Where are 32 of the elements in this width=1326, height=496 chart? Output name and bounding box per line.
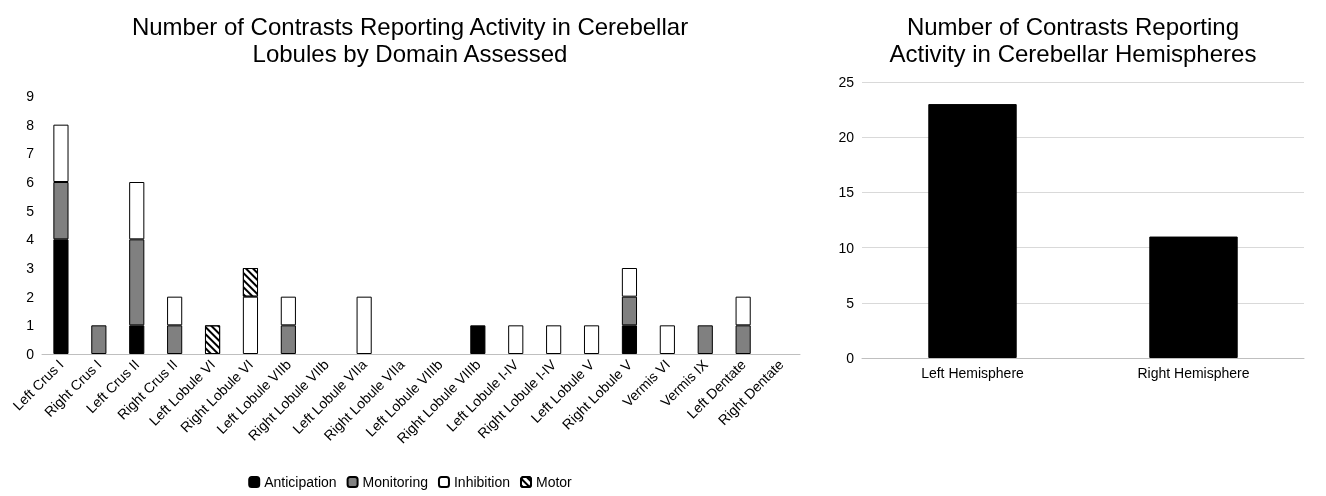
x-tick-label: Left Hemisphere (921, 365, 1025, 381)
chart-title: Number of Contrasts Reporting Activity in Cerebellar Lobules by Domain Assessed (131, 13, 689, 67)
legend-label: Anticipation (264, 474, 337, 490)
y-tick-label: 7 (26, 145, 35, 162)
y-tick-label: 4 (26, 231, 35, 248)
legend-label: Motor (536, 474, 573, 490)
legend-label: Inhibition (453, 474, 511, 490)
legend-label: Monitoring (362, 474, 428, 490)
bar (697, 325, 713, 354)
bar (546, 325, 562, 354)
y-tick-label: 0 (846, 350, 855, 366)
y-tick-label: 6 (26, 174, 35, 190)
chart-title: Number of Contrasts Reporting Activity in Cerebellar Hemispheres (889, 13, 1257, 67)
y-tick-label: 5 (846, 294, 855, 311)
y-tick-label: 15 (838, 184, 855, 201)
y-tick-label: 25 (838, 74, 855, 90)
bar (659, 325, 675, 354)
y-tick-label: 1 (26, 317, 35, 334)
y-tick-label: 3 (26, 260, 35, 276)
bar (356, 296, 372, 354)
bar (508, 325, 524, 354)
y-tick-label: 0 (26, 346, 35, 362)
y-tick-label: 8 (26, 116, 35, 133)
y-tick-label: 5 (26, 202, 35, 219)
bar (91, 325, 107, 354)
y-tick-label: 2 (26, 288, 35, 305)
y-tick-label: 20 (838, 129, 855, 146)
bar (470, 325, 486, 354)
y-tick-label: 9 (26, 88, 35, 104)
y-tick-label: 10 (838, 239, 855, 256)
x-tick-label: Right Hemisphere (1137, 365, 1250, 381)
bar (583, 325, 600, 354)
